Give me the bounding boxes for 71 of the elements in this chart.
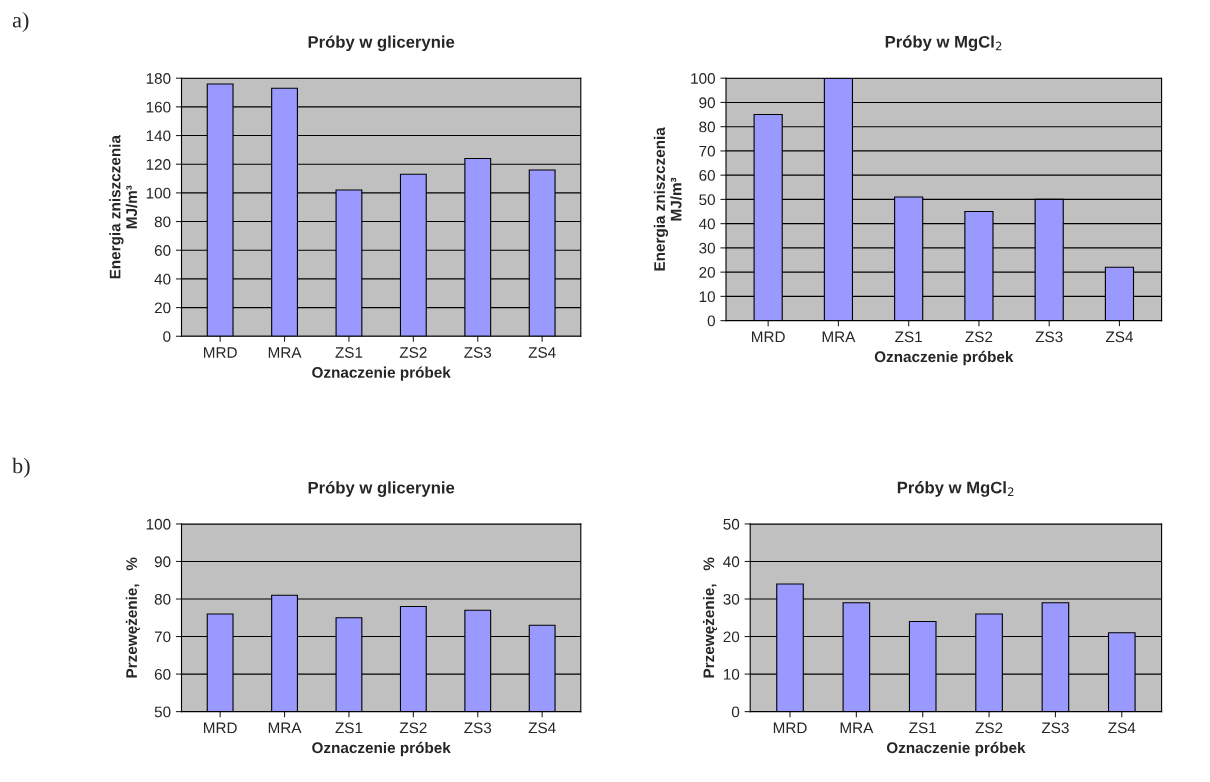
y-tick-label: 100 [146,518,171,530]
y-axis-title: Energia zniszczenia MJ/m³ [109,134,138,279]
y-tick-label: 80 [154,216,171,228]
y-tick-label: 100 [691,73,715,84]
x-tick-label: ZS1 [335,347,363,358]
x-tick-label: MRD [204,347,237,358]
y-tick-label: 50 [699,194,715,206]
x-tick-label: MRA [822,331,856,343]
y-tick-label: 70 [699,145,715,157]
y-tick-label: 50 [723,518,740,530]
y-tick-label: 20 [699,267,715,278]
y-tick-label: 90 [154,556,171,568]
x-tick-label: MRD [773,722,807,734]
x-tick-label: MRD [204,722,237,734]
x-tick-label: MRA [268,347,302,358]
y-tick-label: 10 [699,291,715,303]
y-tick-label: 30 [723,593,740,605]
x-tick-label: ZS2 [399,347,427,358]
y-axis-title: Przewężenie, % [702,557,718,678]
y-axis-title: Przewężenie, % [125,557,140,678]
y-tick-label: 40 [154,273,171,285]
y-tick-label: 50 [154,706,171,718]
x-tick-label: ZS1 [335,722,363,734]
y-tick-label: 60 [699,170,715,181]
y-tick-label: 0 [707,315,715,327]
y-tick-label: 80 [154,593,171,605]
y-tick-label: 140 [146,130,171,142]
y-tick-label: 10 [723,668,740,680]
chart-title: Próby w MgCl$_{2}$ [885,35,1002,52]
y-tick-label: 0 [731,706,740,718]
x-tick-label: ZS3 [1041,722,1069,734]
y-tick-label: 40 [723,556,740,568]
y-tick-label: 60 [154,245,171,256]
x-tick-label: MRA [268,722,302,734]
chart-title: Próby w glicerynie [308,35,455,52]
y-tick-label: 160 [146,101,171,113]
x-axis-title: Oznaczenie próbek [886,741,1026,757]
y-tick-label: 120 [146,159,171,170]
text: b) [12,457,30,478]
x-tick-label: MRD [752,331,785,343]
x-tick-label: MRA [840,722,874,734]
y-tick-label: 20 [723,631,740,643]
y-tick-label: 0 [163,331,171,342]
x-axis-title: Oznaczenie próbek [312,741,451,757]
y-tick-label: 180 [146,73,171,84]
text: a) [12,11,29,33]
x-axis-title: Oznaczenie próbek [874,350,1014,366]
y-tick-label: 20 [154,302,171,314]
y-tick-label: 30 [699,242,715,254]
y-axis-title: Energia zniszczenia MJ/m³ [653,127,682,271]
x-tick-label: ZS2 [399,722,427,734]
y-tick-label: 80 [699,121,715,133]
x-tick-label: ZS1 [895,331,922,343]
x-tick-label: ZS4 [528,722,556,734]
chart-title: Próby w glicerynie [308,481,455,497]
x-tick-label: ZS3 [464,347,492,358]
x-tick-label: ZS2 [965,331,993,343]
x-tick-label: ZS4 [528,347,556,358]
y-tick-label: 40 [698,218,715,230]
x-tick-label: ZS4 [1105,331,1134,343]
x-tick-label: ZS3 [1035,331,1063,343]
x-axis-title: Oznaczenie próbek [312,366,451,381]
x-tick-label: ZS1 [909,722,936,734]
x-tick-label: ZS2 [975,722,1003,734]
y-tick-label: 90 [699,97,715,109]
y-tick-label: 100 [146,187,171,199]
x-tick-label: ZS3 [464,722,492,734]
chart-title: Próby w MgCl$_{2}$ [897,481,1014,497]
y-tick-label: 60 [154,668,171,680]
x-tick-label: ZS4 [1108,722,1136,734]
y-tick-label: 70 [154,631,171,643]
